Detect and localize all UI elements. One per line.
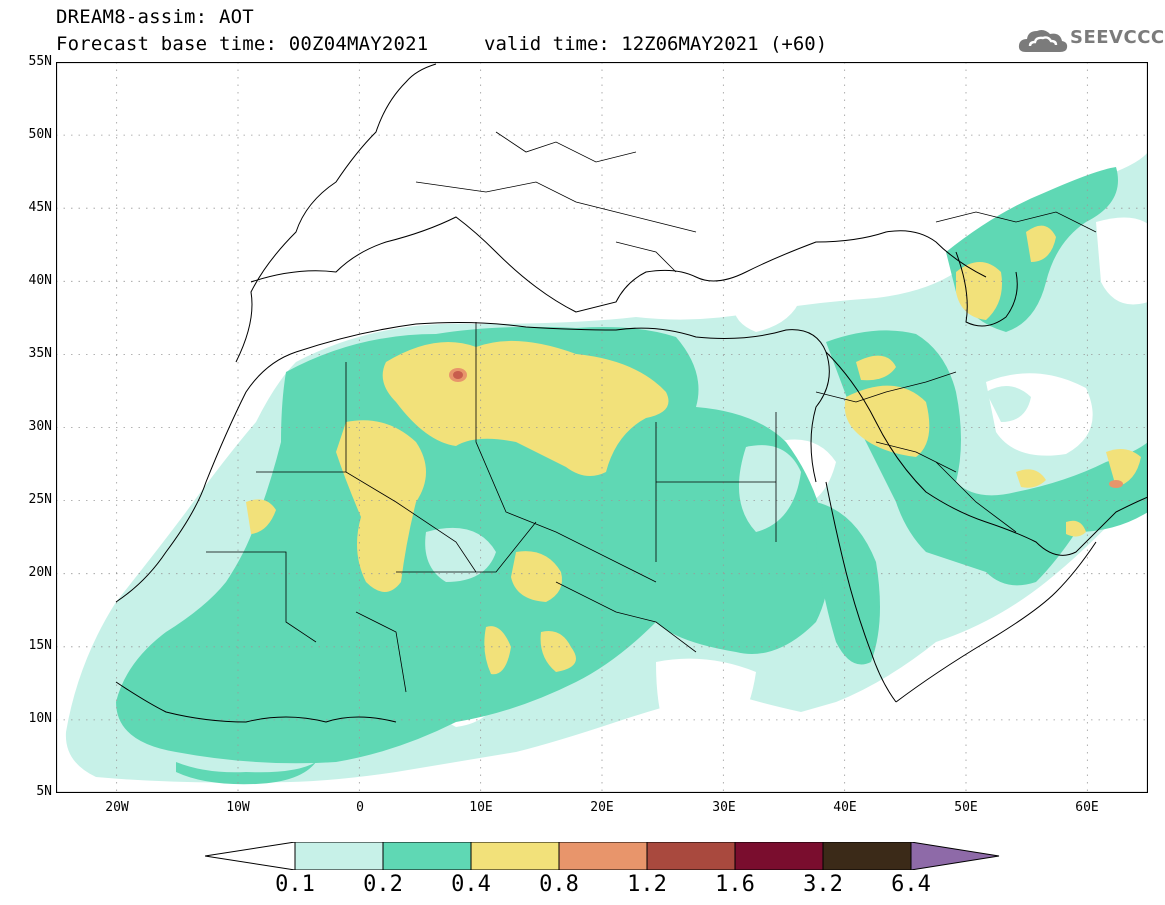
- lat-label-40n: 40N: [28, 273, 52, 288]
- map-border: [56, 62, 1148, 793]
- colorbar-label-0.8: 0.8: [539, 872, 579, 897]
- colorbar-label-0.4: 0.4: [451, 872, 491, 897]
- country-borders: [206, 131, 1097, 693]
- lat-label-55n: 55N: [28, 54, 52, 69]
- coastlines: [115, 63, 1148, 723]
- colorbar-bin-3: [470, 842, 560, 870]
- lon-label-20e: 20E: [590, 800, 614, 815]
- colorbar-lower-arrow: [205, 842, 296, 870]
- colorbar-bin-1: [294, 842, 384, 870]
- aot-contour-0.8: [449, 368, 1123, 488]
- lat-label-30n: 30N: [28, 419, 52, 434]
- colorbar-bin-6: [734, 842, 824, 870]
- lat-label-15n: 15N: [28, 638, 52, 653]
- aot-contour-0.1-inner: [425, 386, 1031, 582]
- colorbar-bin-2: [382, 842, 472, 870]
- colorbar-label-0.2: 0.2: [363, 872, 403, 897]
- lat-label-35n: 35N: [28, 346, 52, 361]
- colorbar-bin-4: [558, 842, 648, 870]
- map-title: DREAM8-assim: AOT: [56, 6, 254, 28]
- lon-label-40e: 40E: [833, 800, 857, 815]
- lon-label-10e: 10E: [469, 800, 493, 815]
- lat-label-25n: 25N: [28, 492, 52, 507]
- colorbar-bin-5: [646, 842, 736, 870]
- seevccc-logo: [1016, 24, 1156, 58]
- colorbar-label-1.2: 1.2: [627, 872, 667, 897]
- colorbar-label-3.2: 3.2: [803, 872, 843, 897]
- forecast-base-time: Forecast base time: 00Z04MAY2021: [56, 33, 429, 55]
- lon-label-10w: 10W: [226, 800, 250, 815]
- aot-map: [56, 62, 1148, 793]
- colorbar-label-1.6: 1.6: [715, 872, 755, 897]
- colorbar-label-6.4: 6.4: [891, 872, 931, 897]
- aot-contour-1.2: [453, 371, 463, 379]
- lon-label-20w: 20W: [105, 800, 129, 815]
- lat-label-50n: 50N: [28, 127, 52, 142]
- lat-label-10n: 10N: [28, 711, 52, 726]
- valid-time: valid time: 12Z06MAY2021 (+60): [484, 33, 828, 55]
- colorbar-label-0.1: 0.1: [275, 872, 315, 897]
- lon-label-0: 0: [356, 800, 364, 815]
- lon-label-30e: 30E: [712, 800, 736, 815]
- lon-label-60e: 60E: [1075, 800, 1099, 815]
- logo-text: SEEVCCC: [1070, 27, 1165, 48]
- colorbar-bin-7: [822, 842, 912, 870]
- lat-label-5n: 5N: [36, 784, 52, 799]
- colorbar-upper-arrow: [910, 842, 1000, 870]
- lat-label-45n: 45N: [28, 200, 52, 215]
- colorbar: [205, 842, 1000, 870]
- lat-label-20n: 20N: [28, 565, 52, 580]
- cloud-icon: [1018, 30, 1068, 52]
- lon-label-50e: 50E: [954, 800, 978, 815]
